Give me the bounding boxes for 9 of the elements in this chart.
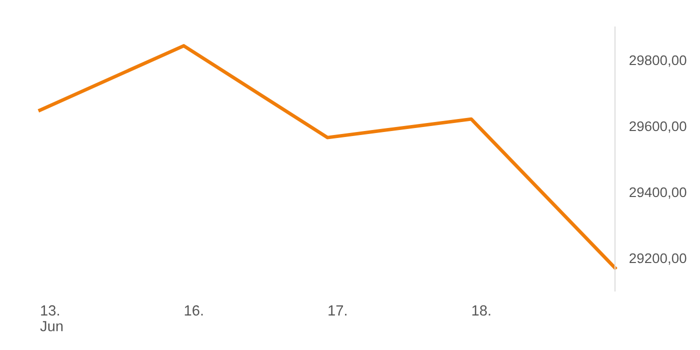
- line-series: [38, 44, 617, 270]
- y-tick-label: 29400,00: [630, 187, 686, 199]
- x-tick-label: 16.: [184, 305, 203, 316]
- x-tick-label: 18.: [472, 305, 490, 316]
- x-tick-label: 13. Jun: [40, 305, 63, 332]
- y-tick-label: 29200,00: [630, 253, 686, 265]
- y-tick-label: 29800,00: [630, 55, 686, 67]
- y-tick-label: 29600,00: [630, 121, 686, 133]
- x-tick-label: 17.: [328, 305, 346, 316]
